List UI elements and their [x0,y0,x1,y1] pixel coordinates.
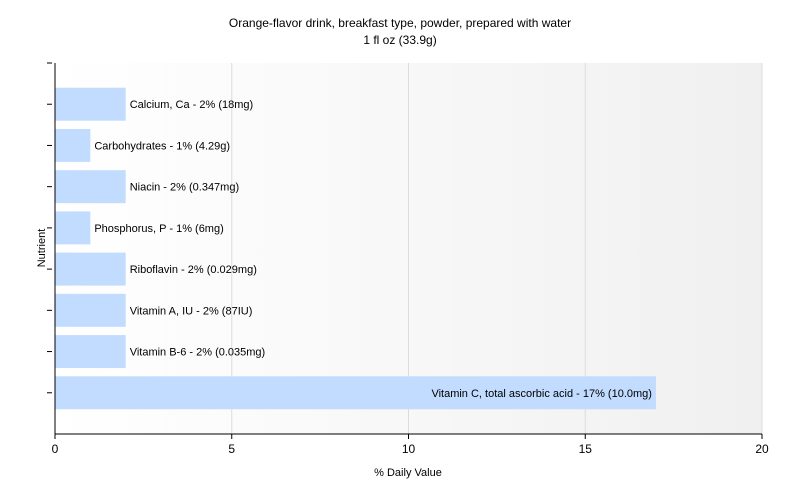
grid-lines [231,63,763,434]
bar-label: Vitamin C, total ascorbic acid - 17% (10… [431,388,652,400]
chart-title: Orange-flavor drink, breakfast type, pow… [229,16,571,30]
bar [55,87,126,121]
bar-label: Carbohydrates - 1% (4.29g) [94,140,230,152]
bar [55,335,126,369]
bars: Calcium, Ca - 2% (18mg) Carbohydrates - 1… [55,87,656,410]
bar-label: Niacin - 2% (0.347mg) [130,182,239,194]
bar [55,376,656,410]
bar-label: Phosphorus, P - 1% (6mg) [94,223,223,235]
bar [55,252,126,286]
bar-label: Calcium, Ca - 2% (18mg) [130,99,253,111]
axes: 0 5 10 15 20 [47,62,769,456]
x-tick-label: 0 [52,442,59,456]
bar [55,211,91,245]
x-tick-label: 10 [402,442,416,456]
x-axis-label: % Daily Value [374,467,442,479]
x-tick-label: 20 [755,442,769,456]
x-tick-label: 15 [579,442,593,456]
y-axis-label: Nutrient [36,229,48,268]
bar [55,293,126,327]
bar-label: Vitamin B-6 - 2% (0.035mg) [130,347,266,359]
bar-label: Vitamin A, IU - 2% (87IU) [130,305,253,317]
bar-label: Riboflavin - 2% (0.029mg) [130,264,257,276]
x-tick-label: 5 [228,442,235,456]
bar [55,170,126,204]
bar [55,128,91,162]
chart-subtitle: 1 fl oz (33.9g) [363,33,436,47]
